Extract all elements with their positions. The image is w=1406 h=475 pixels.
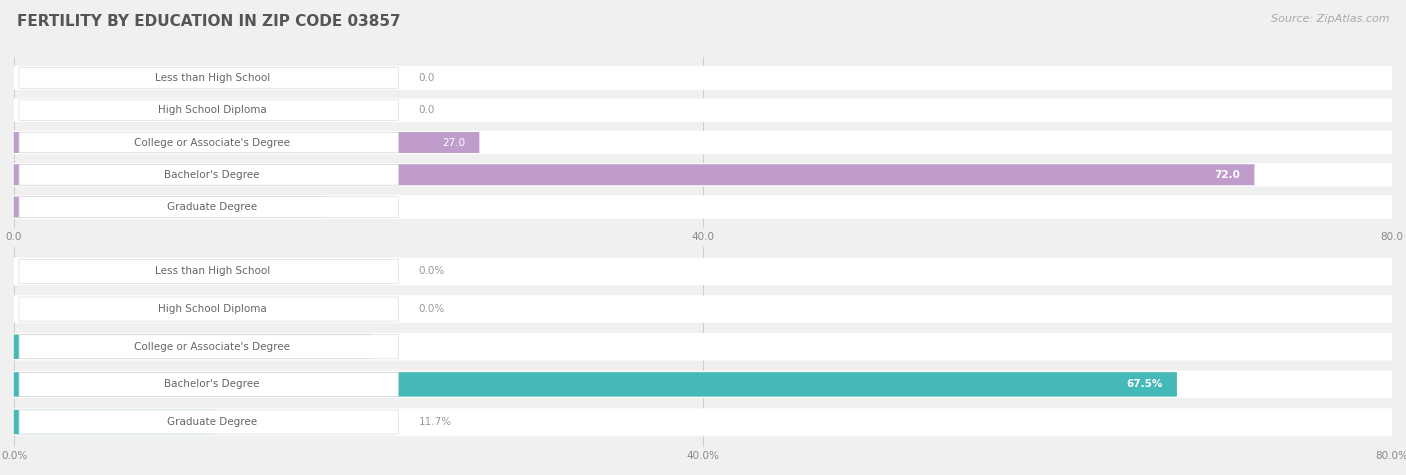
Text: 0.0: 0.0 xyxy=(419,73,436,83)
FancyBboxPatch shape xyxy=(14,333,1392,361)
Text: College or Associate's Degree: College or Associate's Degree xyxy=(134,342,290,352)
FancyBboxPatch shape xyxy=(20,100,398,121)
Text: Source: ZipAtlas.com: Source: ZipAtlas.com xyxy=(1271,14,1389,24)
FancyBboxPatch shape xyxy=(20,410,398,434)
FancyBboxPatch shape xyxy=(20,259,398,284)
Text: 18.0: 18.0 xyxy=(287,202,311,212)
FancyBboxPatch shape xyxy=(14,195,1392,219)
FancyBboxPatch shape xyxy=(20,67,398,88)
FancyBboxPatch shape xyxy=(14,258,1392,285)
FancyBboxPatch shape xyxy=(14,131,1392,154)
Text: 0.0%: 0.0% xyxy=(419,304,446,314)
Text: Graduate Degree: Graduate Degree xyxy=(167,417,257,427)
Text: High School Diploma: High School Diploma xyxy=(157,304,267,314)
Text: 11.7%: 11.7% xyxy=(419,417,451,427)
FancyBboxPatch shape xyxy=(20,197,398,218)
FancyBboxPatch shape xyxy=(14,132,479,153)
FancyBboxPatch shape xyxy=(14,98,1392,122)
FancyBboxPatch shape xyxy=(14,370,1392,398)
FancyBboxPatch shape xyxy=(20,297,398,321)
FancyBboxPatch shape xyxy=(14,295,1392,323)
Text: High School Diploma: High School Diploma xyxy=(157,105,267,115)
FancyBboxPatch shape xyxy=(20,132,398,153)
FancyBboxPatch shape xyxy=(14,408,1392,436)
FancyBboxPatch shape xyxy=(14,372,1177,397)
Text: College or Associate's Degree: College or Associate's Degree xyxy=(134,137,290,148)
FancyBboxPatch shape xyxy=(14,163,1392,187)
Text: 20.8%: 20.8% xyxy=(326,342,359,352)
Text: Bachelor's Degree: Bachelor's Degree xyxy=(165,170,260,180)
FancyBboxPatch shape xyxy=(14,164,1254,185)
Text: Less than High School: Less than High School xyxy=(155,266,270,276)
Text: Less than High School: Less than High School xyxy=(155,73,270,83)
Text: 72.0: 72.0 xyxy=(1215,170,1240,180)
FancyBboxPatch shape xyxy=(20,335,398,359)
FancyBboxPatch shape xyxy=(20,164,398,185)
Text: Bachelor's Degree: Bachelor's Degree xyxy=(165,380,260,390)
Text: 0.0: 0.0 xyxy=(419,105,436,115)
Text: FERTILITY BY EDUCATION IN ZIP CODE 03857: FERTILITY BY EDUCATION IN ZIP CODE 03857 xyxy=(17,14,401,29)
Text: Graduate Degree: Graduate Degree xyxy=(167,202,257,212)
FancyBboxPatch shape xyxy=(20,372,398,397)
FancyBboxPatch shape xyxy=(14,334,373,359)
Text: 27.0: 27.0 xyxy=(443,137,465,148)
Text: 0.0%: 0.0% xyxy=(419,266,446,276)
FancyBboxPatch shape xyxy=(14,197,325,218)
FancyBboxPatch shape xyxy=(14,66,1392,90)
Text: 67.5%: 67.5% xyxy=(1126,380,1163,390)
FancyBboxPatch shape xyxy=(14,410,217,434)
